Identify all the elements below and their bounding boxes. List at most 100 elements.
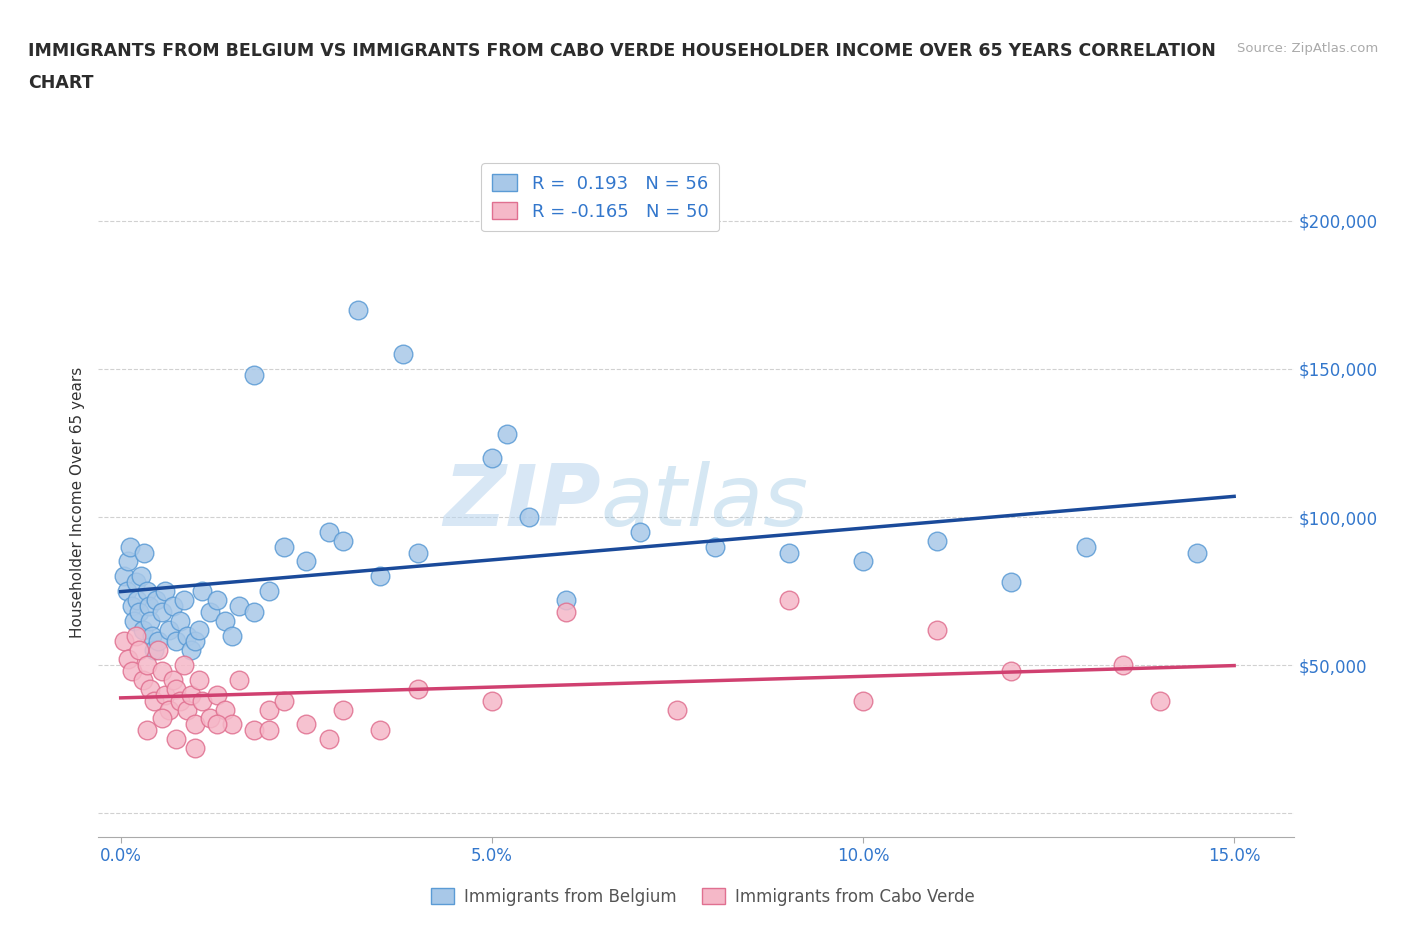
- Text: atlas: atlas: [600, 460, 808, 544]
- Point: [184, 717, 207, 732]
- Point: [852, 554, 875, 569]
- Text: IMMIGRANTS FROM BELGIUM VS IMMIGRANTS FROM CABO VERDE HOUSEHOLDER INCOME OVER 65: IMMIGRANTS FROM BELGIUM VS IMMIGRANTS FR…: [28, 42, 1216, 60]
- Point: [124, 575, 146, 590]
- Point: [243, 604, 266, 619]
- Point: [135, 723, 157, 737]
- Point: [257, 702, 280, 717]
- Point: [852, 693, 875, 708]
- Point: [135, 658, 157, 672]
- Text: ZIP: ZIP: [443, 460, 600, 544]
- Point: [517, 510, 540, 525]
- Point: [139, 613, 162, 628]
- Point: [112, 634, 135, 649]
- Point: [117, 554, 139, 569]
- Point: [135, 584, 157, 599]
- Point: [318, 525, 340, 539]
- Point: [184, 634, 207, 649]
- Point: [176, 702, 198, 717]
- Point: [295, 717, 318, 732]
- Y-axis label: Householder Income Over 65 years: Householder Income Over 65 years: [70, 366, 86, 638]
- Point: [165, 634, 187, 649]
- Point: [191, 584, 214, 599]
- Point: [221, 628, 243, 643]
- Point: [228, 599, 250, 614]
- Point: [112, 569, 135, 584]
- Point: [121, 664, 143, 679]
- Point: [666, 702, 689, 717]
- Point: [703, 539, 725, 554]
- Point: [221, 717, 243, 732]
- Point: [927, 622, 949, 637]
- Point: [628, 525, 651, 539]
- Point: [370, 569, 392, 584]
- Point: [198, 604, 221, 619]
- Point: [406, 545, 429, 560]
- Point: [1112, 658, 1135, 672]
- Point: [778, 592, 800, 607]
- Point: [318, 732, 340, 747]
- Point: [228, 672, 250, 687]
- Point: [347, 302, 370, 317]
- Point: [150, 604, 173, 619]
- Point: [128, 643, 150, 658]
- Point: [257, 723, 280, 737]
- Point: [243, 367, 266, 382]
- Point: [139, 682, 162, 697]
- Point: [198, 711, 221, 726]
- Point: [131, 569, 153, 584]
- Point: [125, 592, 148, 607]
- Point: [169, 693, 191, 708]
- Point: [150, 711, 173, 726]
- Legend: Immigrants from Belgium, Immigrants from Cabo Verde: Immigrants from Belgium, Immigrants from…: [425, 881, 981, 912]
- Point: [1185, 545, 1208, 560]
- Point: [162, 599, 184, 614]
- Point: [162, 672, 184, 687]
- Point: [1000, 575, 1022, 590]
- Point: [332, 702, 354, 717]
- Point: [180, 687, 202, 702]
- Text: CHART: CHART: [28, 74, 94, 92]
- Point: [121, 599, 143, 614]
- Point: [128, 604, 150, 619]
- Point: [115, 584, 138, 599]
- Point: [138, 599, 160, 614]
- Point: [176, 628, 198, 643]
- Point: [191, 693, 214, 708]
- Point: [295, 554, 318, 569]
- Point: [927, 533, 949, 548]
- Point: [495, 427, 517, 442]
- Point: [184, 740, 207, 755]
- Point: [391, 347, 413, 362]
- Point: [155, 584, 177, 599]
- Point: [555, 592, 578, 607]
- Point: [165, 732, 187, 747]
- Point: [481, 693, 503, 708]
- Point: [1149, 693, 1171, 708]
- Point: [214, 702, 236, 717]
- Point: [157, 702, 180, 717]
- Point: [205, 592, 228, 607]
- Point: [187, 622, 209, 637]
- Point: [132, 672, 155, 687]
- Legend: R =  0.193   N = 56, R = -0.165   N = 50: R = 0.193 N = 56, R = -0.165 N = 50: [481, 163, 720, 232]
- Point: [146, 634, 169, 649]
- Point: [370, 723, 392, 737]
- Point: [145, 592, 167, 607]
- Point: [273, 539, 295, 554]
- Point: [132, 622, 155, 637]
- Point: [117, 652, 139, 667]
- Point: [165, 682, 187, 697]
- Point: [273, 693, 295, 708]
- Point: [243, 723, 266, 737]
- Point: [332, 533, 354, 548]
- Point: [180, 643, 202, 658]
- Point: [134, 545, 156, 560]
- Point: [146, 643, 169, 658]
- Point: [150, 664, 173, 679]
- Point: [169, 613, 191, 628]
- Point: [143, 643, 166, 658]
- Point: [257, 584, 280, 599]
- Point: [555, 604, 578, 619]
- Point: [122, 613, 145, 628]
- Point: [155, 687, 177, 702]
